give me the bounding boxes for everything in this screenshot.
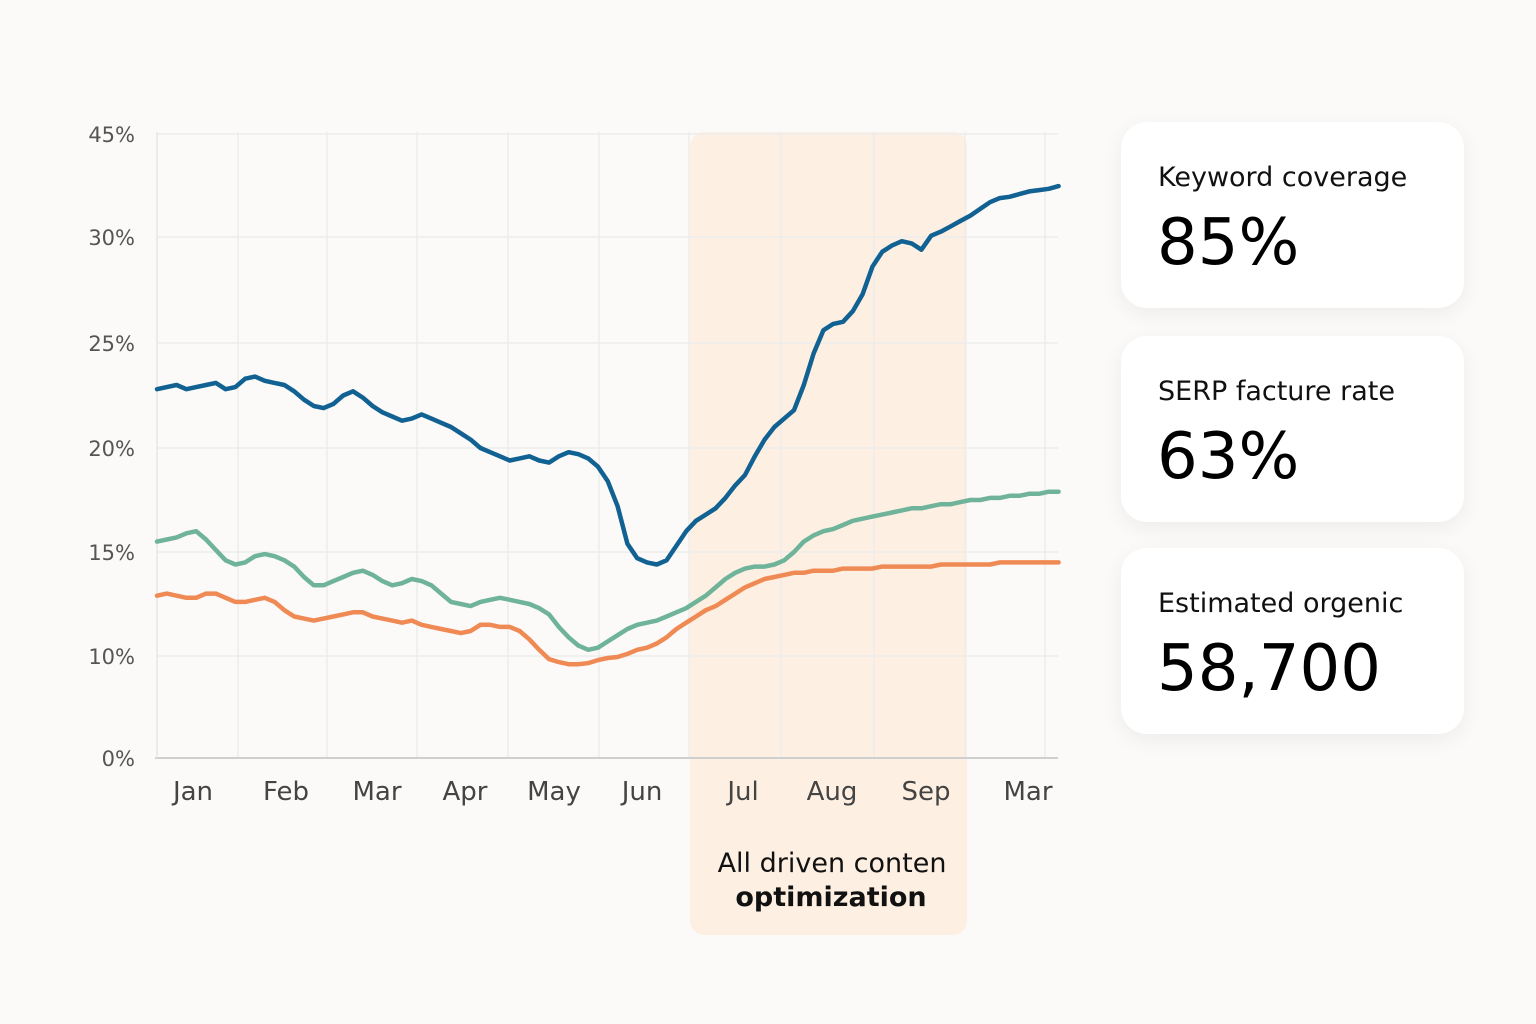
- y-tick-label: 15%: [88, 541, 135, 565]
- kpi-label: Keyword coverage: [1158, 162, 1408, 193]
- x-tick-labels: Jan Feb Mar Apr May Jun Jul Aug Sep Mar: [171, 777, 1053, 807]
- x-tick-label: Apr: [443, 777, 488, 807]
- chart-grid: [157, 132, 1058, 759]
- kpi-card-serp-feature-rate: SERP facture rate 63%: [1121, 336, 1464, 522]
- kpi-label: Estimated orgenic: [1158, 588, 1404, 619]
- highlight-band: [690, 132, 967, 935]
- x-tick-label: Aug: [807, 777, 858, 807]
- series-line-1: [154, 183, 1061, 567]
- kpi-value: 58,700: [1157, 632, 1381, 706]
- x-tick-label: Jan: [171, 777, 213, 807]
- x-tick-label: May: [527, 777, 581, 807]
- kpi-value: 85%: [1157, 206, 1300, 280]
- series-lines: [154, 183, 1061, 667]
- y-tick-labels: 0% 10% 15% 20% 25% 30% 45%: [88, 123, 135, 771]
- kpi-card-keyword-coverage: Keyword coverage 85%: [1121, 122, 1464, 308]
- x-tick-label: Mar: [352, 777, 401, 807]
- series-line-2: [154, 489, 1061, 653]
- x-tick-label: Feb: [263, 777, 309, 807]
- x-tick-label: Sep: [901, 777, 950, 807]
- series-line-3: [154, 560, 1061, 667]
- x-tick-label: Mar: [1003, 777, 1052, 807]
- x-tick-label: Jul: [725, 777, 758, 807]
- y-tick-label: 10%: [88, 645, 135, 669]
- kpi-card-estimated-organic: Estimated orgenic 58,700: [1121, 548, 1464, 734]
- y-tick-label: 25%: [88, 332, 135, 356]
- highlight-label-line1: All driven conten: [718, 848, 947, 879]
- y-tick-label: 45%: [88, 123, 135, 147]
- y-tick-label: 30%: [88, 226, 135, 250]
- y-tick-label: 0%: [102, 747, 135, 771]
- kpi-label: SERP facture rate: [1158, 376, 1395, 407]
- y-tick-label: 20%: [88, 437, 135, 461]
- highlight-label-line2: optimization: [735, 882, 926, 913]
- x-tick-label: Jun: [620, 777, 663, 807]
- kpi-value: 63%: [1157, 420, 1300, 494]
